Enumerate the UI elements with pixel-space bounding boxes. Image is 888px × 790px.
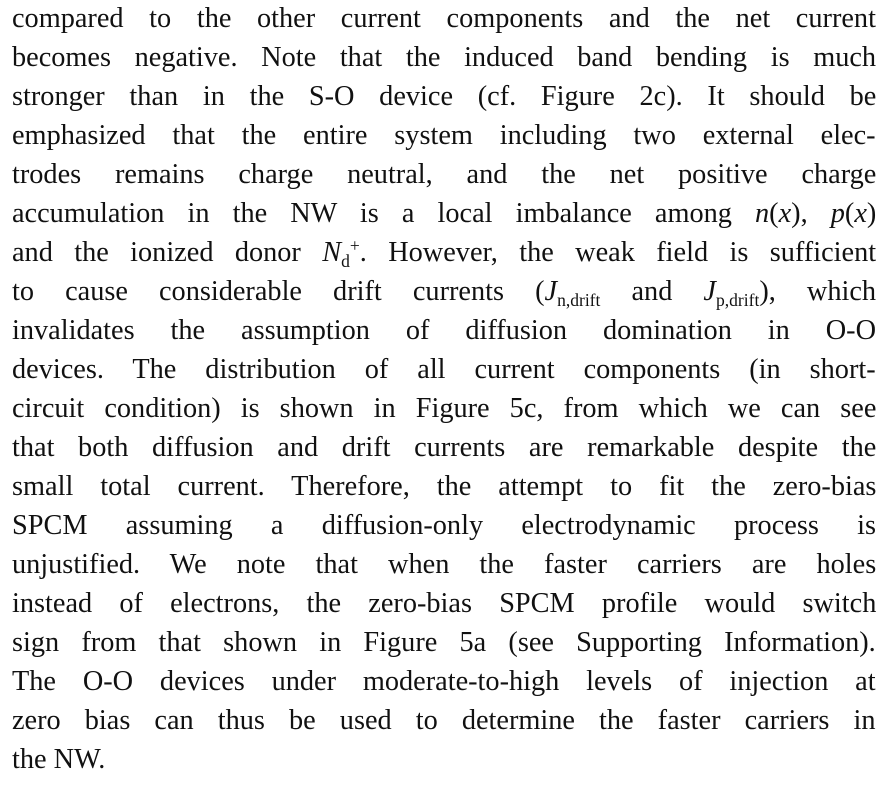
text-run: ) — [866, 198, 877, 229]
text-run: ( — [844, 198, 855, 229]
math-subscript: d — [341, 251, 350, 272]
text-run: ( — [769, 198, 779, 229]
text-line-10: devices. The distribution of all current… — [12, 354, 876, 385]
math-variable-N: N — [322, 237, 342, 268]
text-line-3: stronger than in the S-O device (cf. Fig… — [12, 81, 877, 112]
text-line-19: zero bias can thus be used to determine … — [12, 705, 876, 736]
math-variable-x: x — [854, 198, 867, 229]
text-run: to cause considerable drift currents ( — [12, 276, 545, 307]
text-line-6: accumulation in the NW is a local imbala… — [12, 196, 876, 232]
text-run: and the ionized donor — [12, 237, 323, 268]
math-variable-n: n — [755, 198, 770, 229]
math-variable-J: J — [703, 276, 716, 307]
math-subscript: n,drift — [557, 290, 601, 311]
math-variable-x: x — [778, 198, 792, 229]
math-subscript: p,drift — [715, 290, 760, 311]
text-line-12: that both diffusion and drift currents a… — [12, 432, 877, 463]
text-line-2: becomes negative. Note that the induced … — [12, 42, 877, 73]
text-line-17: sign from that shown in Figure 5a (see S… — [12, 627, 876, 658]
text-line-8: to cause considerable drift currents (Jn… — [12, 274, 876, 310]
text-line-4: emphasized that the entire system includ… — [12, 120, 876, 151]
text-line-18: The O-O devices under moderate-to-high l… — [12, 666, 876, 697]
math-variable-p: p — [830, 198, 845, 229]
text-line-14: SPCM assuming a diffusion-only electrody… — [12, 510, 876, 541]
text-line-11: circuit condition) is shown in Figure 5c… — [12, 393, 877, 424]
text-run: and — [600, 276, 704, 307]
text-line-1: compared to the other current components… — [12, 3, 876, 34]
math-superscript: + — [349, 235, 360, 256]
text-run: . However, the weak field is sufficient — [359, 237, 877, 268]
text-line-7: and the ionized donor Nd+. However, the … — [12, 235, 876, 271]
text-run: ), — [791, 198, 831, 229]
text-line-20: the NW. — [12, 744, 106, 775]
text-line-16: instead of electrons, the zero-bias SPCM… — [12, 588, 877, 619]
text-run: accumulation in the NW is a local imbala… — [12, 198, 756, 229]
math-variable-J: J — [544, 276, 558, 307]
text-line-13: small total current. Therefore, the atte… — [12, 471, 877, 502]
text-line-5: trodes remains charge neutral, and the n… — [12, 159, 877, 190]
text-run: ), which — [759, 276, 877, 307]
text-line-15: unjustified. We note that when the faste… — [12, 549, 877, 580]
text-line-9: invalidates the assumption of diffusion … — [12, 315, 877, 346]
